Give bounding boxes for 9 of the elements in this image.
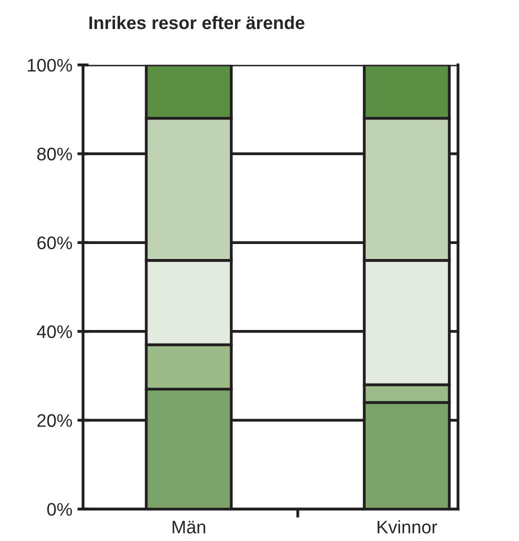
y-tick-label: 40% [36,325,72,338]
chart-title: Inrikes resor efter ärende [89,16,304,30]
y-tick-label: 20% [37,414,72,427]
y-tick-label: 80% [37,148,72,160]
x-tick-label: Kvinnor [378,520,438,534]
y-tick-label: 60% [37,236,72,250]
y-tick-label: 0% [47,503,72,516]
y-tick-label: 100% [28,58,72,72]
x-tick-label: Män [172,520,206,534]
